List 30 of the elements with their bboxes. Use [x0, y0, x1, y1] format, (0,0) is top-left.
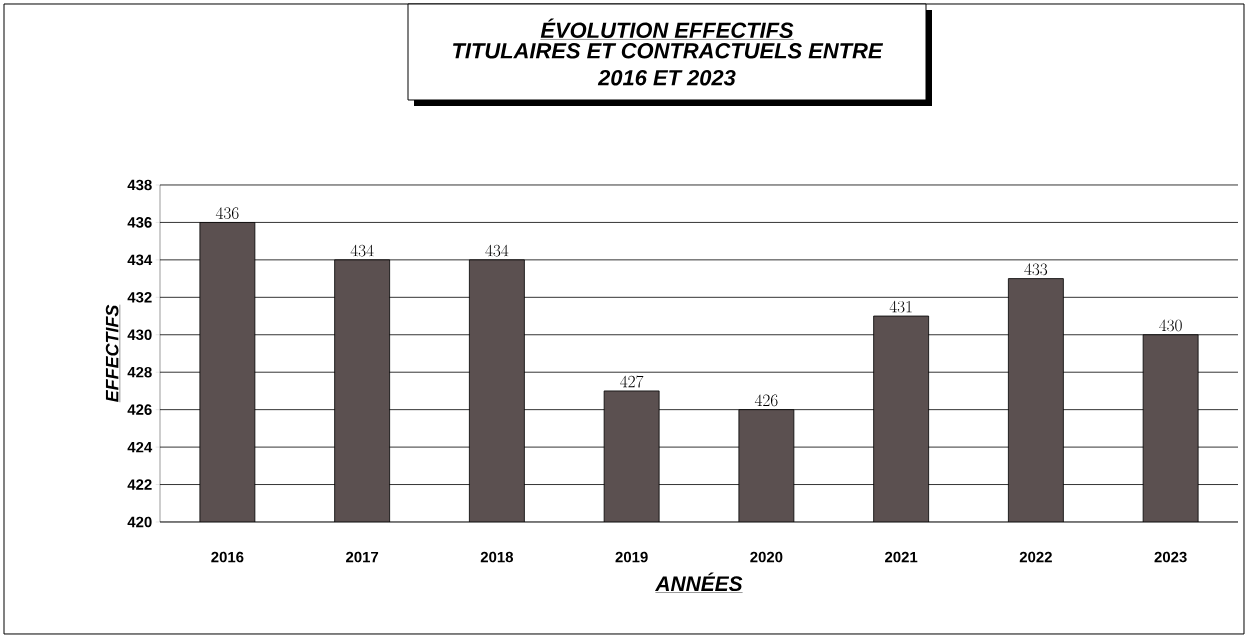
- x-tick-label: 2017: [346, 551, 379, 563]
- chart-title: ÉVOLUTION EFFECTIFS: [540, 18, 794, 39]
- y-tick-label: 434: [127, 254, 153, 266]
- data-label: 431: [889, 300, 912, 313]
- y-tick-label: 436: [127, 217, 152, 228]
- x-tick-label: 2018: [480, 551, 514, 563]
- data-label: 434: [350, 244, 374, 257]
- x-tick-label: 2022: [1019, 551, 1052, 563]
- x-tick-label: 2021: [885, 551, 918, 563]
- y-tick-label: 422: [127, 479, 152, 490]
- y-tick-label: 438: [127, 179, 152, 191]
- x-tick-label: 2023: [1154, 551, 1187, 563]
- data-label: 427: [620, 375, 644, 388]
- data-label: 436: [215, 207, 239, 219]
- x-tick-label: 2019: [615, 551, 648, 563]
- y-tick-label: 430: [127, 329, 152, 341]
- data-label: 430: [1159, 319, 1182, 332]
- y-tick-label: 424: [127, 441, 153, 453]
- data-label: 434: [485, 244, 509, 257]
- chart-subtitle: TITULAIRES ET CONTRACTUELS ENTRE 2016 ET 2023: [453, 43, 884, 86]
- y-tick-label: 428: [127, 366, 152, 378]
- x-axis-title: ANNÉES: [654, 572, 743, 592]
- y-tick-label: 426: [127, 404, 152, 415]
- data-label: 426: [754, 394, 778, 407]
- y-axis-title: EFFECTIFS: [105, 304, 119, 402]
- x-tick-label: 2016: [211, 551, 244, 563]
- y-tick-label: 420: [127, 516, 152, 528]
- y-tick-label: 432: [127, 292, 152, 303]
- x-tick-label: 2020: [750, 551, 783, 563]
- data-label: 433: [1024, 263, 1048, 276]
